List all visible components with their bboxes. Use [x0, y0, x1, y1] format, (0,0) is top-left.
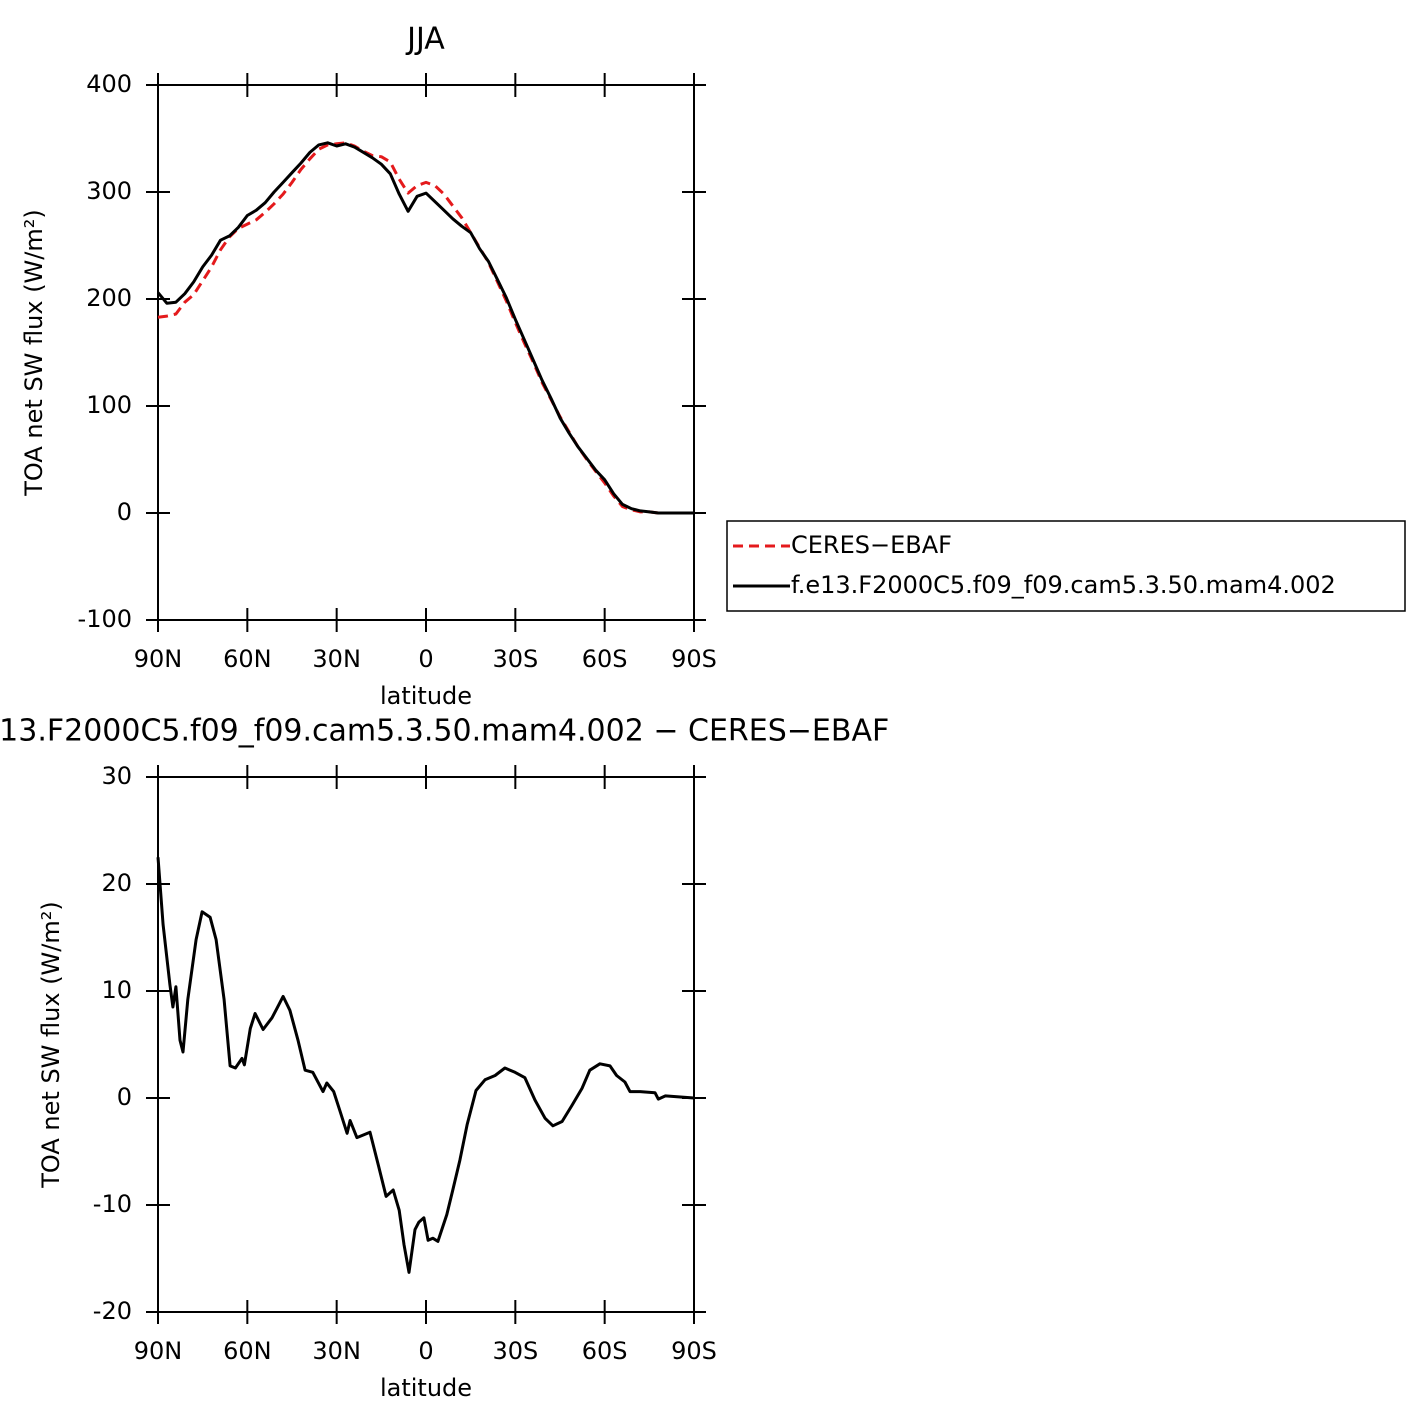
x-axis-label: latitude — [380, 1374, 472, 1402]
chart-title: f.e13.F2000C5.f09_f09.cam5.3.50.mam4.002… — [0, 714, 889, 749]
x-tick-label: 0 — [418, 645, 433, 673]
x-tick-label: 30N — [312, 1337, 361, 1365]
chart-title: JJA — [405, 22, 445, 57]
y-tick-label: -100 — [78, 605, 132, 633]
x-tick-label: 60N — [223, 1337, 272, 1365]
y-tick-label: 100 — [86, 391, 132, 419]
y-axis-label: TOA net SW flux (W/m²) — [37, 901, 65, 1189]
y-tick-label: 10 — [101, 976, 132, 1004]
plot-frame — [157, 776, 695, 1313]
legend-label: f.e13.F2000C5.f09_f09.cam5.3.50.mam4.002 — [791, 571, 1336, 599]
x-tick-label: 90N — [134, 645, 183, 673]
legend-box — [726, 520, 1406, 612]
data-line — [156, 141, 694, 515]
y-tick-label: 20 — [101, 869, 132, 897]
x-tick-label: 90S — [671, 645, 717, 673]
y-tick-label: -20 — [93, 1297, 132, 1325]
y-tick-label: 0 — [117, 1083, 132, 1111]
plot-frame — [157, 84, 695, 621]
y-axis-label: TOA net SW flux (W/m²) — [20, 209, 48, 497]
y-tick-label: 0 — [117, 498, 132, 526]
y-tick-label: 300 — [86, 177, 132, 205]
y-tick-label: 400 — [86, 70, 132, 98]
x-tick-label: 60S — [582, 1337, 628, 1365]
x-tick-label: 90S — [671, 1337, 717, 1365]
legend-label: CERES−EBAF — [791, 531, 952, 559]
data-line — [157, 141, 694, 515]
x-tick-label: 90N — [134, 1337, 183, 1365]
x-tick-label: 60N — [223, 645, 272, 673]
x-tick-label: 30N — [312, 645, 361, 673]
y-tick-label: 200 — [86, 284, 132, 312]
y-tick-label: 30 — [101, 762, 132, 790]
x-tick-label: 0 — [418, 1337, 433, 1365]
x-tick-label: 30S — [492, 1337, 538, 1365]
y-tick-label: -10 — [93, 1190, 132, 1218]
x-tick-label: 60S — [582, 645, 628, 673]
data-line — [156, 857, 695, 1274]
x-tick-label: 30S — [492, 645, 538, 673]
x-axis-label: latitude — [380, 682, 472, 710]
